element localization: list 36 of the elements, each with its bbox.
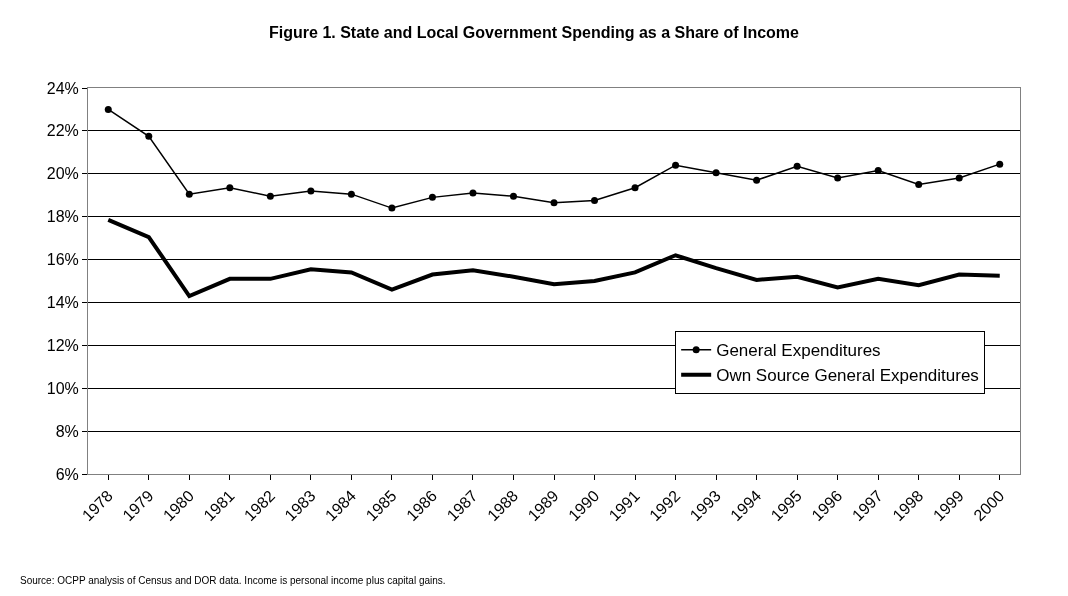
point (550, 199, 558, 207)
y-tick-label: 14% (46, 294, 79, 312)
point (347, 190, 355, 198)
source-note: Source: OCPP analysis of Census and DOR data. Income is personal income plus capital gains. (20, 575, 446, 586)
point (307, 187, 315, 195)
point (428, 193, 436, 201)
point (672, 161, 680, 169)
y-tick-label: 24% (46, 79, 79, 97)
y-tick-label: 6% (55, 465, 79, 483)
y-tick-label: 10% (46, 379, 79, 397)
point (753, 176, 761, 184)
y-tick-label: 18% (46, 208, 79, 226)
point (631, 184, 639, 192)
point (104, 105, 112, 113)
point (591, 197, 599, 205)
point (226, 184, 234, 192)
point (996, 160, 1004, 168)
y-tick-label: 8% (55, 422, 79, 440)
point (185, 190, 193, 198)
point (712, 169, 720, 177)
point (955, 174, 963, 182)
point (834, 174, 842, 182)
legend-label: General Expenditures (716, 341, 881, 361)
point (266, 192, 274, 200)
chart-title: Figure 1. State and Local Government Spending as a Share of Income (269, 24, 800, 42)
legend-label: Own Source General Expenditures (716, 366, 979, 386)
point (145, 132, 153, 140)
y-tick-label: 16% (46, 251, 79, 269)
point (469, 189, 477, 197)
point (509, 192, 517, 200)
y-tick-label: 22% (46, 122, 79, 140)
y-tick-label: 20% (46, 165, 79, 183)
point (793, 162, 801, 170)
y-tick-label: 12% (46, 336, 79, 354)
point (915, 181, 923, 188)
point (388, 204, 396, 212)
